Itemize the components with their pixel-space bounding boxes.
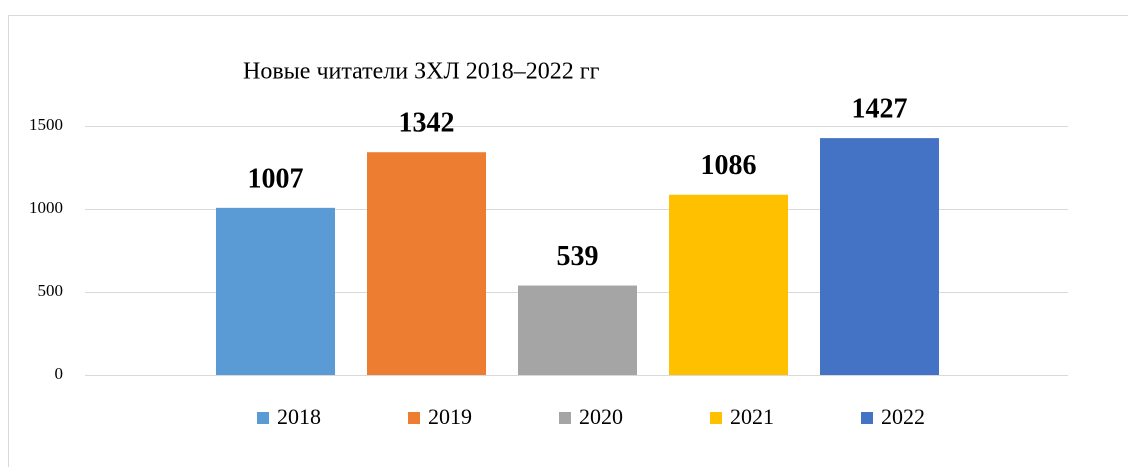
chart-title: Новые читатели ЗХЛ 2018–2022 гг xyxy=(243,59,600,85)
y-tick-label: 0 xyxy=(55,364,64,383)
legend-label: 2019 xyxy=(428,404,472,429)
bar xyxy=(367,152,486,375)
y-tick-label: 1000 xyxy=(29,198,63,217)
bar xyxy=(216,208,335,375)
legend-swatch xyxy=(559,412,571,424)
bar xyxy=(669,195,788,375)
legend-swatch xyxy=(861,412,873,424)
legend-swatch xyxy=(710,412,722,424)
legend-label: 2021 xyxy=(730,404,774,429)
bar xyxy=(518,286,637,375)
legend-label: 2018 xyxy=(277,404,321,429)
legend-label: 2022 xyxy=(881,404,925,429)
legend-swatch xyxy=(408,412,420,424)
bar xyxy=(820,138,939,375)
y-tick-label: 1500 xyxy=(29,115,63,134)
data-label: 1086 xyxy=(701,150,757,181)
data-label: 1007 xyxy=(248,163,304,194)
legend-label: 2020 xyxy=(579,404,623,429)
y-tick-label: 500 xyxy=(38,281,64,300)
data-label: 1427 xyxy=(852,94,908,125)
data-label: 539 xyxy=(557,241,599,272)
legend-swatch xyxy=(257,412,269,424)
data-label: 1342 xyxy=(399,108,455,139)
